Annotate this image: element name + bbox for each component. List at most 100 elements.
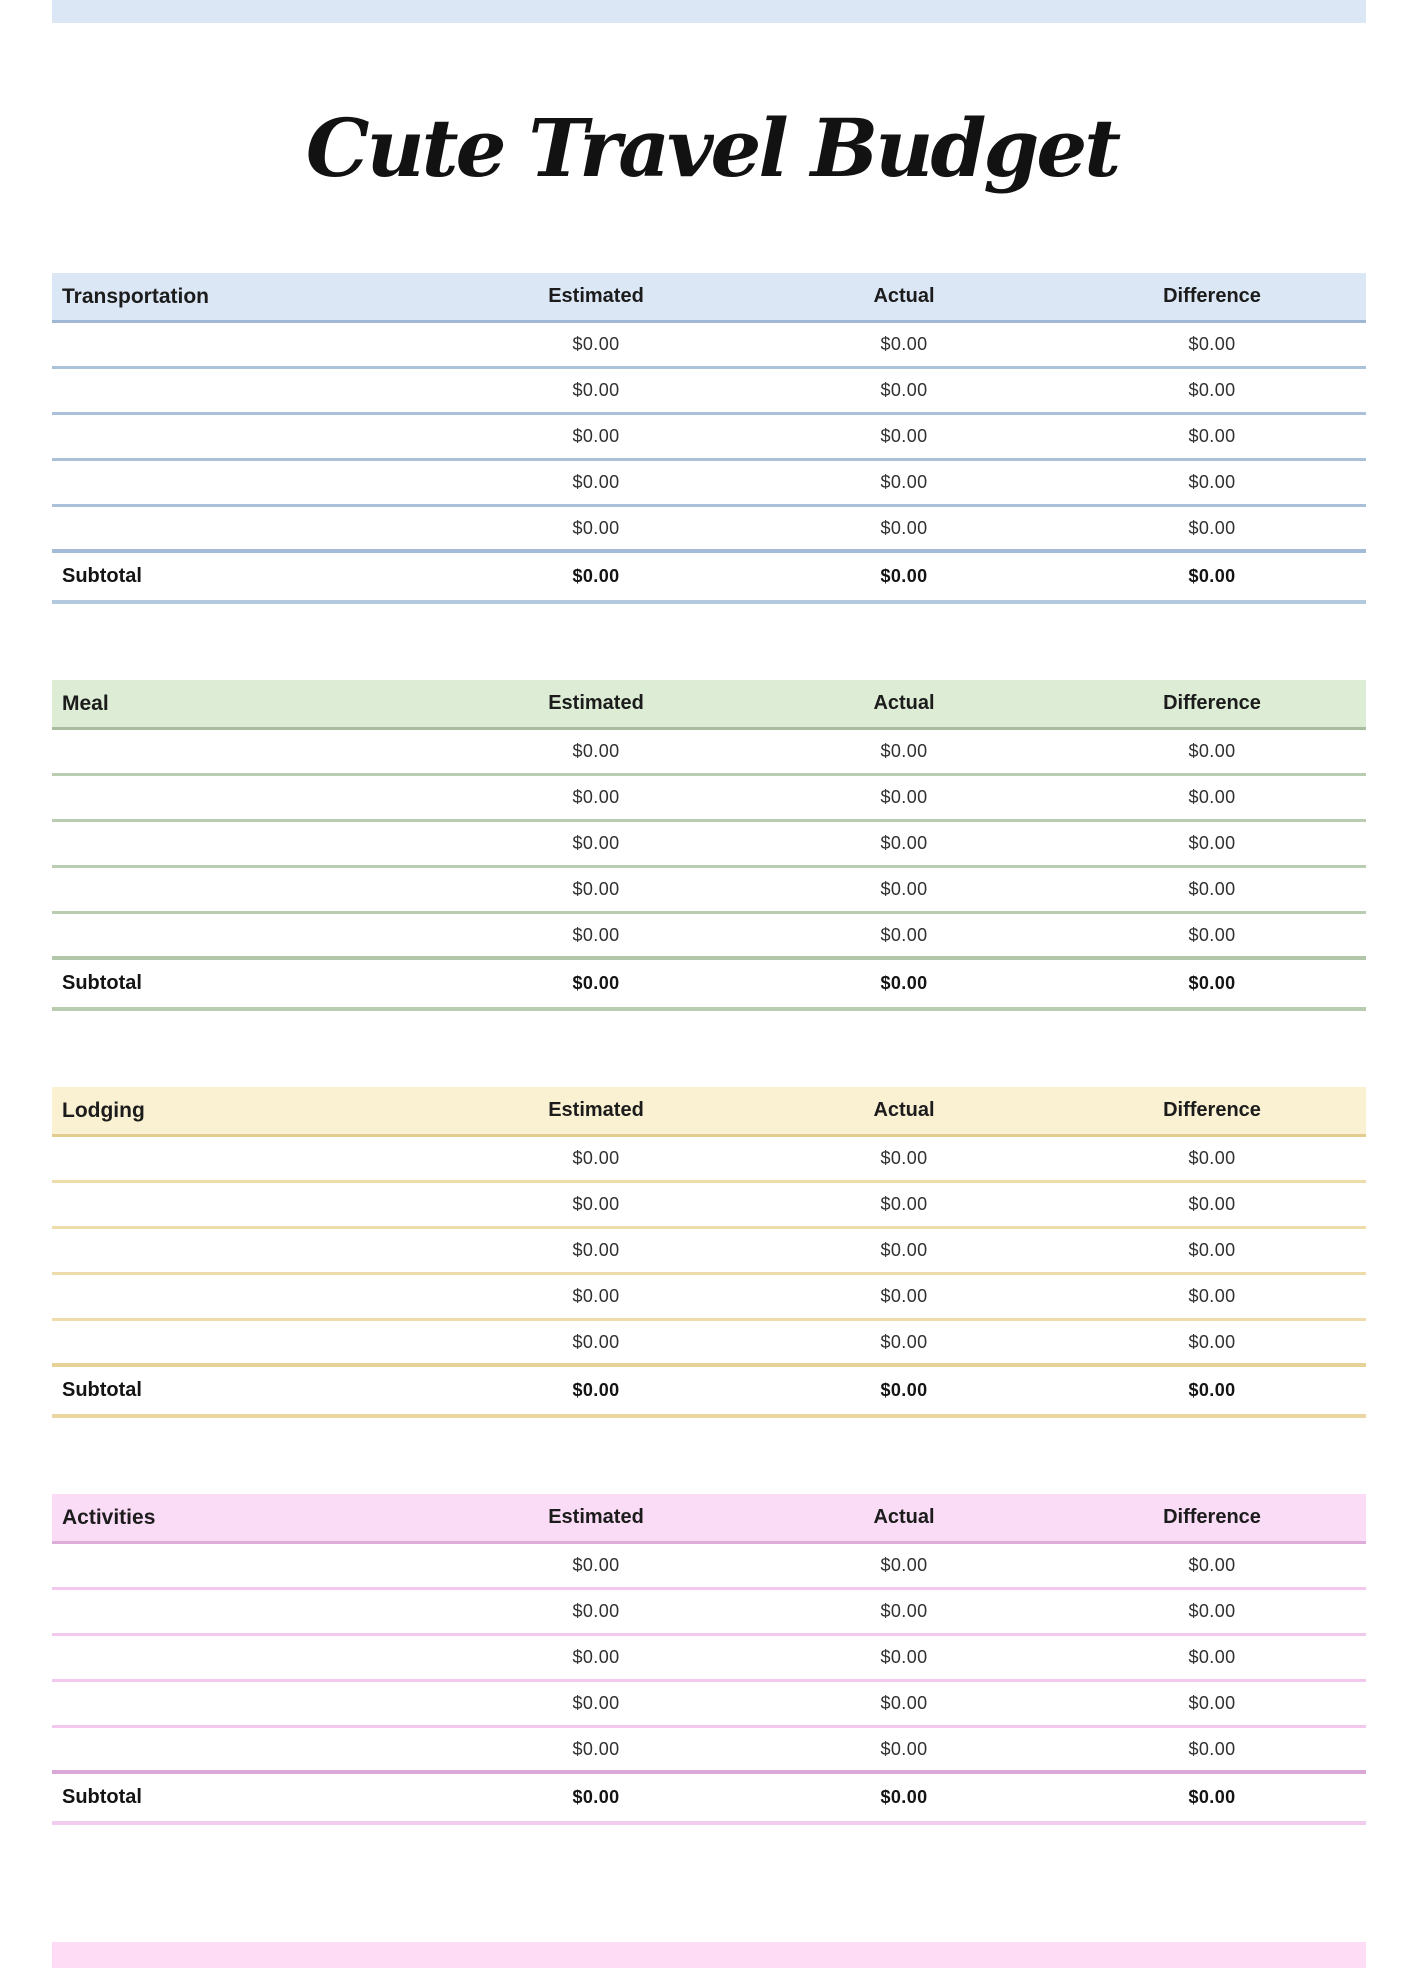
table-row: $0.00 $0.00 $0.00 [52,1682,1366,1728]
column-header-difference: Difference [1163,1506,1261,1528]
table-header-row: Activities Estimated Actual Difference [52,1494,1366,1544]
amount-cell: $0.00 [1188,1240,1236,1260]
amount-cell: $0.00 [1188,426,1236,446]
amount-cell: $0.00 [572,1194,620,1214]
budget-tables: Transportation Estimated Actual Difference $… [52,273,1366,1901]
amount-cell: $0.00 [880,334,928,354]
table-row: $0.00 $0.00 $0.00 [52,1275,1366,1321]
column-header-actual: Actual [873,1099,935,1121]
amount-cell: $0.00 [880,380,928,400]
subtotal-amount-cell: $0.00 [880,1380,928,1400]
amount-cell: $0.00 [572,1555,620,1575]
column-header-difference: Difference [1163,692,1261,714]
amount-cell: $0.00 [572,1738,620,1759]
subtotal-label: Subtotal [62,1379,142,1401]
amount-cell: $0.00 [1188,334,1236,354]
amount-cell: $0.00 [1188,787,1236,807]
amount-cell: $0.00 [880,879,928,899]
amount-cell: $0.00 [1188,1647,1236,1667]
amount-cell: $0.00 [880,1240,928,1260]
subtotal-amount-cell: $0.00 [1188,1380,1236,1400]
table-header-row: Meal Estimated Actual Difference [52,680,1366,730]
subtotal-amount-cell: $0.00 [572,566,620,586]
amount-cell: $0.00 [572,472,620,492]
table-row: $0.00 $0.00 $0.00 [52,822,1366,868]
budget-table-transportation: Transportation Estimated Actual Difference $… [52,273,1366,604]
amount-cell: $0.00 [880,1331,928,1352]
amount-cell: $0.00 [880,517,928,538]
table-row: $0.00 $0.00 $0.00 [52,507,1366,553]
amount-cell: $0.00 [572,924,620,945]
amount-cell: $0.00 [1188,741,1236,761]
amount-cell: $0.00 [880,1194,928,1214]
column-header-actual: Actual [873,285,935,307]
table-row: $0.00 $0.00 $0.00 [52,369,1366,415]
subtotal-amount-cell: $0.00 [1188,973,1236,993]
amount-cell: $0.00 [572,1693,620,1713]
subtotal-amount-cell: $0.00 [880,566,928,586]
table-row: $0.00 $0.00 $0.00 [52,1321,1366,1367]
amount-cell: $0.00 [1188,1555,1236,1575]
table-row: $0.00 $0.00 $0.00 [52,1728,1366,1774]
amount-cell: $0.00 [880,1693,928,1713]
column-header-difference: Difference [1163,1099,1261,1121]
column-header-estimated: Estimated [548,692,644,714]
subtotal-amount-cell: $0.00 [572,1380,620,1400]
amount-cell: $0.00 [1188,1286,1236,1306]
amount-cell: $0.00 [572,833,620,853]
subtotal-label: Subtotal [62,1786,142,1808]
table-row: $0.00 $0.00 $0.00 [52,730,1366,776]
subtotal-row: Subtotal $0.00 $0.00 $0.00 [52,553,1366,604]
amount-cell: $0.00 [1188,879,1236,899]
amount-cell: $0.00 [880,1738,928,1759]
subtotal-amount-cell: $0.00 [572,1787,620,1807]
amount-cell: $0.00 [572,1240,620,1260]
subtotal-label: Subtotal [62,972,142,994]
amount-cell: $0.00 [880,1555,928,1575]
column-header-estimated: Estimated [548,1506,644,1528]
table-row: $0.00 $0.00 $0.00 [52,914,1366,960]
column-header-difference: Difference [1163,285,1261,307]
subtotal-row: Subtotal $0.00 $0.00 $0.00 [52,1774,1366,1825]
amount-cell: $0.00 [572,380,620,400]
subtotal-amount-cell: $0.00 [1188,1787,1236,1807]
table-row: $0.00 $0.00 $0.00 [52,1229,1366,1275]
table-row: $0.00 $0.00 $0.00 [52,1590,1366,1636]
table-row: $0.00 $0.00 $0.00 [52,868,1366,914]
amount-cell: $0.00 [880,741,928,761]
subtotal-amount-cell: $0.00 [572,973,620,993]
budget-table-lodging: Lodging Estimated Actual Difference $0.00 $0.… [52,1087,1366,1418]
amount-cell: $0.00 [880,833,928,853]
table-row: $0.00 $0.00 $0.00 [52,323,1366,369]
bottom-accent-bar [52,1942,1366,1968]
amount-cell: $0.00 [572,879,620,899]
budget-table-meal: Meal Estimated Actual Difference $0.00 $0.00 $… [52,680,1366,1011]
amount-cell: $0.00 [1188,472,1236,492]
amount-cell: $0.00 [572,517,620,538]
amount-cell: $0.00 [1188,833,1236,853]
amount-cell: $0.00 [880,787,928,807]
amount-cell: $0.00 [880,1286,928,1306]
amount-cell: $0.00 [572,787,620,807]
amount-cell: $0.00 [572,334,620,354]
budget-table-activities: Activities Estimated Actual Difference $0.00… [52,1494,1366,1825]
amount-cell: $0.00 [572,1148,620,1168]
table-row: $0.00 $0.00 $0.00 [52,1183,1366,1229]
amount-cell: $0.00 [880,426,928,446]
table-row: $0.00 $0.00 $0.00 [52,461,1366,507]
page-title: Cute Travel Budget [305,101,1121,195]
amount-cell: $0.00 [572,426,620,446]
amount-cell: $0.00 [572,1647,620,1667]
amount-cell: $0.00 [1188,924,1236,945]
amount-cell: $0.00 [1188,1148,1236,1168]
subtotal-row: Subtotal $0.00 $0.00 $0.00 [52,960,1366,1011]
category-label-activities: Activities [62,1505,156,1529]
amount-cell: $0.00 [880,1647,928,1667]
amount-cell: $0.00 [1188,1738,1236,1759]
amount-cell: $0.00 [1188,1331,1236,1352]
subtotal-amount-cell: $0.00 [880,973,928,993]
title-area: Cute Travel Budget [0,23,1424,273]
amount-cell: $0.00 [1188,1693,1236,1713]
table-row: $0.00 $0.00 $0.00 [52,415,1366,461]
amount-cell: $0.00 [880,1148,928,1168]
